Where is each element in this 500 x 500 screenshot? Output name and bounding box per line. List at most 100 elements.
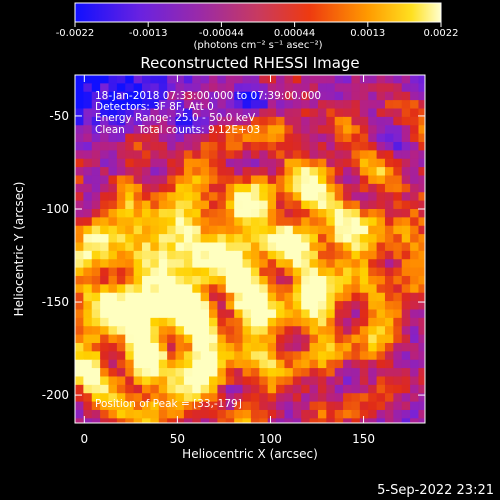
heatmap-pixel [284,368,294,378]
heatmap-pixel [209,141,219,151]
heatmap-pixel [343,384,353,394]
heatmap-pixel [326,125,336,135]
heatmap-pixel [359,234,369,244]
heatmap-pixel [334,116,344,126]
heatmap-pixel [418,200,425,210]
heatmap-pixel [75,100,84,110]
heatmap-pixel [217,326,227,336]
heatmap-pixel [250,267,260,277]
heatmap-pixel [401,275,411,285]
heatmap-pixel [301,326,311,336]
heatmap-pixel [83,284,93,294]
heatmap-pixel [91,393,101,403]
heatmap-pixel [418,125,425,135]
heatmap-pixel [242,334,252,344]
heatmap-pixel [200,334,210,344]
colorbar-tick-label: -0.0022 [56,28,95,39]
heatmap-pixel [259,317,269,327]
heatmap-pixel [359,351,369,361]
heatmap-pixel [158,133,168,143]
heatmap-pixel [209,75,219,84]
heatmap-pixel [343,217,353,227]
heatmap-pixel [393,242,403,252]
heatmap-pixel [343,376,353,386]
heatmap-pixel [368,351,378,361]
heatmap-pixel [351,225,361,235]
heatmap-pixel [142,125,151,135]
heatmap-pixel [401,393,411,403]
heatmap-pixel [133,234,143,244]
heatmap-pixel [351,183,361,193]
heatmap-pixel [284,317,294,327]
heatmap-pixel [75,133,84,143]
heatmap-pixel [75,125,84,135]
heatmap-pixel [351,150,361,160]
heatmap-pixel [100,250,110,260]
heatmap-pixel [250,301,260,311]
heatmap-pixel [209,167,219,177]
heatmap-pixel [267,217,277,227]
heatmap-pixel [334,125,344,135]
heatmap-pixel [116,351,126,361]
heatmap-pixel [376,393,386,403]
heatmap-pixel [242,100,252,110]
heatmap-pixel [100,334,110,344]
heatmap-pixel [250,100,260,110]
heatmap-pixel [410,158,420,168]
heatmap-pixel [317,376,327,386]
heatmap-pixel [393,418,403,423]
heatmap-pixel [234,83,244,93]
heatmap-pixel [217,108,227,118]
heatmap-pixel [242,376,252,386]
heatmap-pixel [276,317,286,327]
heatmap-pixel [334,100,344,110]
heatmap-pixel [100,75,110,84]
heatmap-pixel [75,217,84,227]
heatmap-pixel [359,309,369,319]
heatmap-pixel [317,150,327,160]
heatmap-pixel [301,234,311,244]
heatmap-pixel [125,225,135,235]
heatmap-pixel [142,342,151,352]
heatmap-pixel [167,409,177,419]
heatmap-pixel [158,359,168,369]
heatmap-pixel [192,284,202,294]
heatmap-pixel [183,192,193,202]
heatmap-pixel [410,125,420,135]
heatmap-pixel [83,259,93,269]
heatmap-pixel [200,275,210,285]
heatmap-pixel [326,368,336,378]
heatmap-pixel [242,183,252,193]
heatmap-pixel [334,409,344,419]
heatmap-pixel [142,384,151,394]
heatmap-pixel [317,326,327,336]
heatmap-pixel [292,75,302,84]
heatmap-pixel [276,234,286,244]
heatmap-pixel [401,418,411,423]
annotation-time-range: 18-Jan-2018 07:33:00.000 to 07:39:00.000 [95,90,321,102]
heatmap-pixel [217,158,227,168]
heatmap-pixel [142,133,151,143]
heatmap-pixel [142,326,151,336]
heatmap-pixel [158,418,168,423]
heatmap-pixel [217,259,227,269]
heatmap-pixel [150,342,160,352]
heatmap-pixel [225,141,235,151]
heatmap-pixel [91,150,101,160]
heatmap-pixel [376,259,386,269]
heatmap-pixel [317,334,327,344]
heatmap-pixel [183,284,193,294]
heatmap-pixel [209,175,219,185]
heatmap-pixel [359,393,369,403]
heatmap-pixel [250,192,260,202]
heatmap-pixel [343,292,353,302]
heatmap-pixel [100,167,110,177]
heatmap-pixel [401,225,411,235]
heatmap-pixel [284,167,294,177]
heatmap-pixel [393,192,403,202]
heatmap-pixel [301,384,311,394]
heatmap-pixel [116,75,126,84]
heatmap-pixel [410,267,420,277]
heatmap-pixel [175,301,185,311]
heatmap-pixel [384,393,394,403]
